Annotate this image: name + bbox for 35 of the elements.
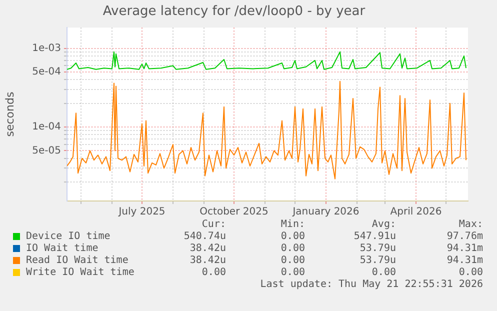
text: 38.42u bbox=[190, 255, 226, 267]
text: Min: bbox=[280, 219, 305, 231]
x-tick-label: April 2026 bbox=[390, 206, 442, 218]
y-tick-label: 5e-05 bbox=[32, 145, 61, 156]
legend-label: IO Wait time bbox=[26, 243, 98, 255]
text: 97.76m bbox=[446, 231, 483, 243]
text: 547.91u bbox=[354, 231, 396, 243]
text: Last update: Thu May 21 22:55:31 2026 bbox=[260, 279, 483, 291]
text: 94.31m bbox=[446, 243, 483, 255]
x-tick-label: July 2025 bbox=[118, 206, 166, 218]
legend-label: Device IO time bbox=[26, 231, 110, 243]
text: Avg: bbox=[372, 219, 396, 231]
text: 0.00 bbox=[372, 267, 396, 279]
y-tick-label: 1e-04 bbox=[32, 122, 61, 133]
text: 0.00 bbox=[280, 243, 305, 255]
text: Cur: bbox=[202, 219, 226, 231]
y-tick-label: 5e-04 bbox=[32, 66, 61, 78]
text: 94.31m bbox=[446, 255, 483, 267]
text: Max: bbox=[458, 219, 483, 231]
text: 0.00 bbox=[458, 267, 483, 279]
text: 0.00 bbox=[280, 231, 305, 243]
x-tick-label: January 2026 bbox=[292, 206, 360, 218]
y-tick-label: 1e-03 bbox=[32, 42, 61, 54]
text: 540.74u bbox=[184, 231, 226, 243]
text: 0.00 bbox=[280, 255, 305, 267]
chart-title: Average latency for /dev/loop0 - by year bbox=[102, 4, 366, 20]
legend-label: Read IO Wait time bbox=[26, 255, 128, 267]
text: 38.42u bbox=[190, 243, 226, 255]
text: 53.79u bbox=[360, 243, 396, 255]
text: 0.00 bbox=[202, 267, 226, 279]
text: 0.00 bbox=[280, 267, 305, 279]
text: 53.79u bbox=[360, 255, 396, 267]
legend-label: Write IO Wait time bbox=[26, 267, 134, 279]
y-axis-title: seconds bbox=[3, 92, 16, 137]
x-tick-label: October 2025 bbox=[200, 206, 268, 218]
